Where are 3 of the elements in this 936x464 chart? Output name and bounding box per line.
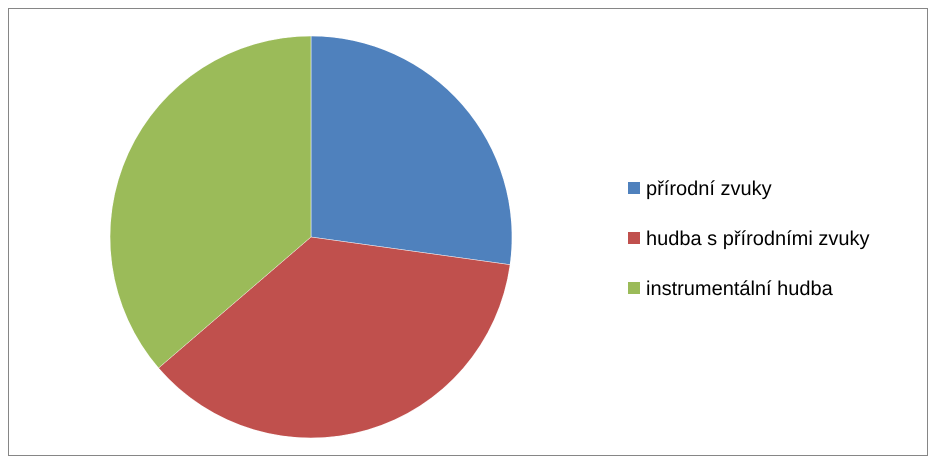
legend-label: přírodní zvuky: [646, 178, 772, 200]
legend-label: hudba s přírodními zvuky: [646, 228, 870, 250]
legend-label: instrumentální hudba: [646, 278, 834, 300]
